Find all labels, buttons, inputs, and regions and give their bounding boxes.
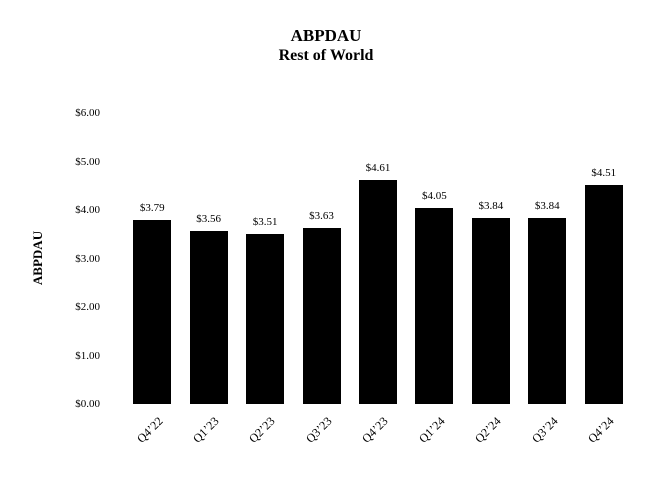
x-axis-category-label: Q3’23 <box>302 414 335 446</box>
plot-area: $3.79 $3.56 $3.51 $3.63 $4.61 $4.05 $3.84 $3.84… <box>124 113 632 404</box>
x-axis-category-label: Q2’23 <box>246 414 279 446</box>
bar-group: $3.51 <box>237 113 293 404</box>
bar-group: $3.56 <box>180 113 236 404</box>
x-axis-category-label: Q2’24 <box>472 414 504 446</box>
x-axis-category-label: Q3’24 <box>528 414 561 446</box>
bar <box>189 231 228 404</box>
bar-group: $3.84 <box>519 113 575 404</box>
bar-group: $3.63 <box>293 113 349 404</box>
bar-group: $4.51 <box>576 113 632 404</box>
bar <box>471 217 510 404</box>
bar-group: $4.05 <box>406 113 462 404</box>
bar-group: $3.79 <box>124 113 180 404</box>
bar-value-label: $4.05 <box>422 189 447 202</box>
y-axis-tick-label: $4.00 <box>75 204 100 216</box>
bar-value-label: $3.63 <box>309 209 334 222</box>
y-axis-tick-label: $1.00 <box>75 349 100 362</box>
bar-group: $3.84 <box>463 113 519 404</box>
y-axis-tick-label: $2.00 <box>75 301 100 313</box>
x-axis-category-label: Q4’23 <box>359 414 391 446</box>
y-axis-tick-label: $5.00 <box>75 155 100 168</box>
y-axis-tick-label: $0.00 <box>75 398 100 410</box>
bar <box>302 227 341 404</box>
chart-subtitle: Rest of World <box>278 47 374 64</box>
bar-value-label: $3.84 <box>478 199 504 212</box>
bar-group: $4.61 <box>350 113 406 404</box>
x-axis-category-label: Q4’24 <box>585 414 617 446</box>
bar-value-label: $4.61 <box>365 162 391 175</box>
bar-value-label: $3.56 <box>196 213 222 226</box>
bar <box>584 185 623 404</box>
y-axis-tick-label: $6.00 <box>75 107 100 119</box>
y-axis-tick-label: $3.00 <box>75 252 100 265</box>
x-axis-category-label: Q4’22 <box>133 414 166 446</box>
bar-value-label: $3.84 <box>534 199 560 212</box>
bar-value-label: $3.79 <box>139 202 165 215</box>
x-axis-category-label: Q1’23 <box>189 414 222 446</box>
bar-value-label: $4.51 <box>591 167 617 180</box>
x-axis-category-label: Q1’24 <box>415 414 448 446</box>
bar <box>528 217 567 404</box>
bar-value-label: $3.51 <box>252 215 278 228</box>
bar <box>358 180 397 404</box>
bar <box>246 233 285 404</box>
bar <box>415 207 454 404</box>
chart-title: ABPDAU <box>290 26 362 45</box>
bar <box>133 220 172 404</box>
